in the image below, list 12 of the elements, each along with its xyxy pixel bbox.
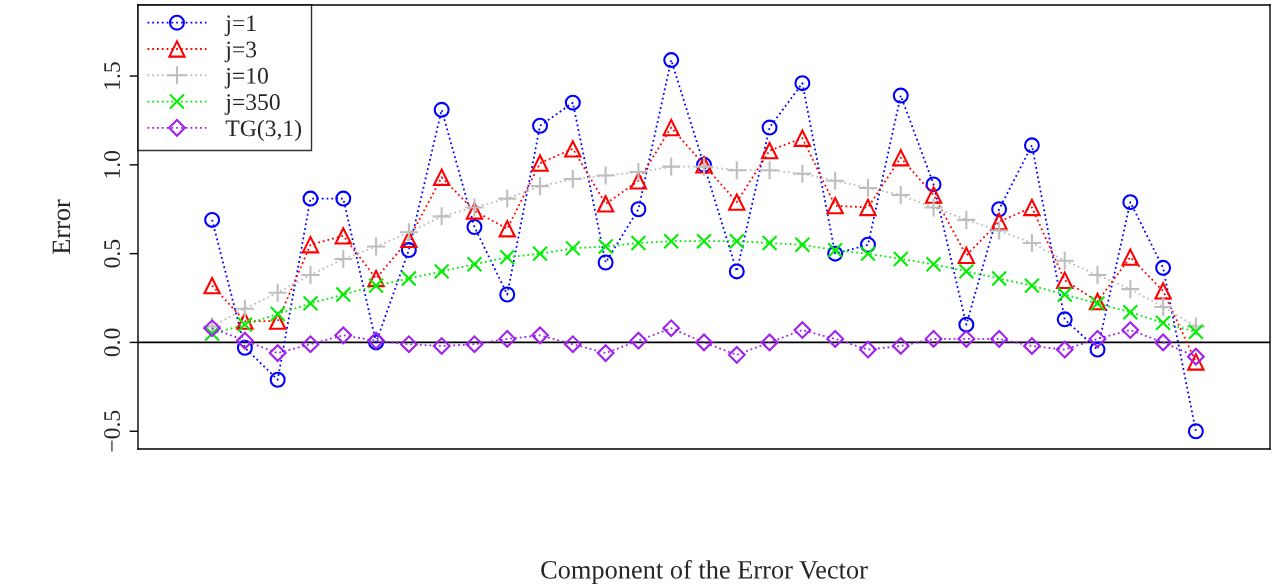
x-axis-title: Component of the Error Vector [541, 559, 868, 585]
legend-label: j=10 [224, 67, 268, 89]
y-tick-label: −0.5 [104, 410, 121, 452]
y-tick-label: 0.0 [104, 328, 121, 357]
y-tick-label: 0.5 [104, 239, 121, 268]
legend-label: TG(3,1) [225, 119, 302, 142]
legend-label: j=1 [224, 15, 256, 36]
y-tick-label: 1.5 [104, 62, 121, 89]
y-axis-title: Error [52, 199, 71, 255]
legend-label: j=350 [224, 94, 280, 115]
y-tick-label: 1.0 [104, 150, 121, 178]
legend-label: j=3 [224, 41, 257, 63]
